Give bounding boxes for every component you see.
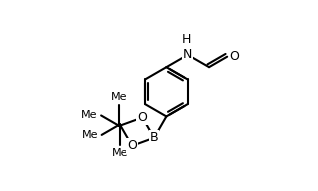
Text: O: O <box>127 139 137 152</box>
Text: Me: Me <box>112 148 128 158</box>
Text: B: B <box>150 131 158 144</box>
Text: H: H <box>182 33 191 46</box>
Text: Me: Me <box>81 110 97 121</box>
Text: O: O <box>137 111 147 124</box>
Text: Me: Me <box>81 130 98 140</box>
Text: O: O <box>230 50 239 63</box>
Text: Me: Me <box>111 92 128 102</box>
Text: N: N <box>183 48 192 61</box>
